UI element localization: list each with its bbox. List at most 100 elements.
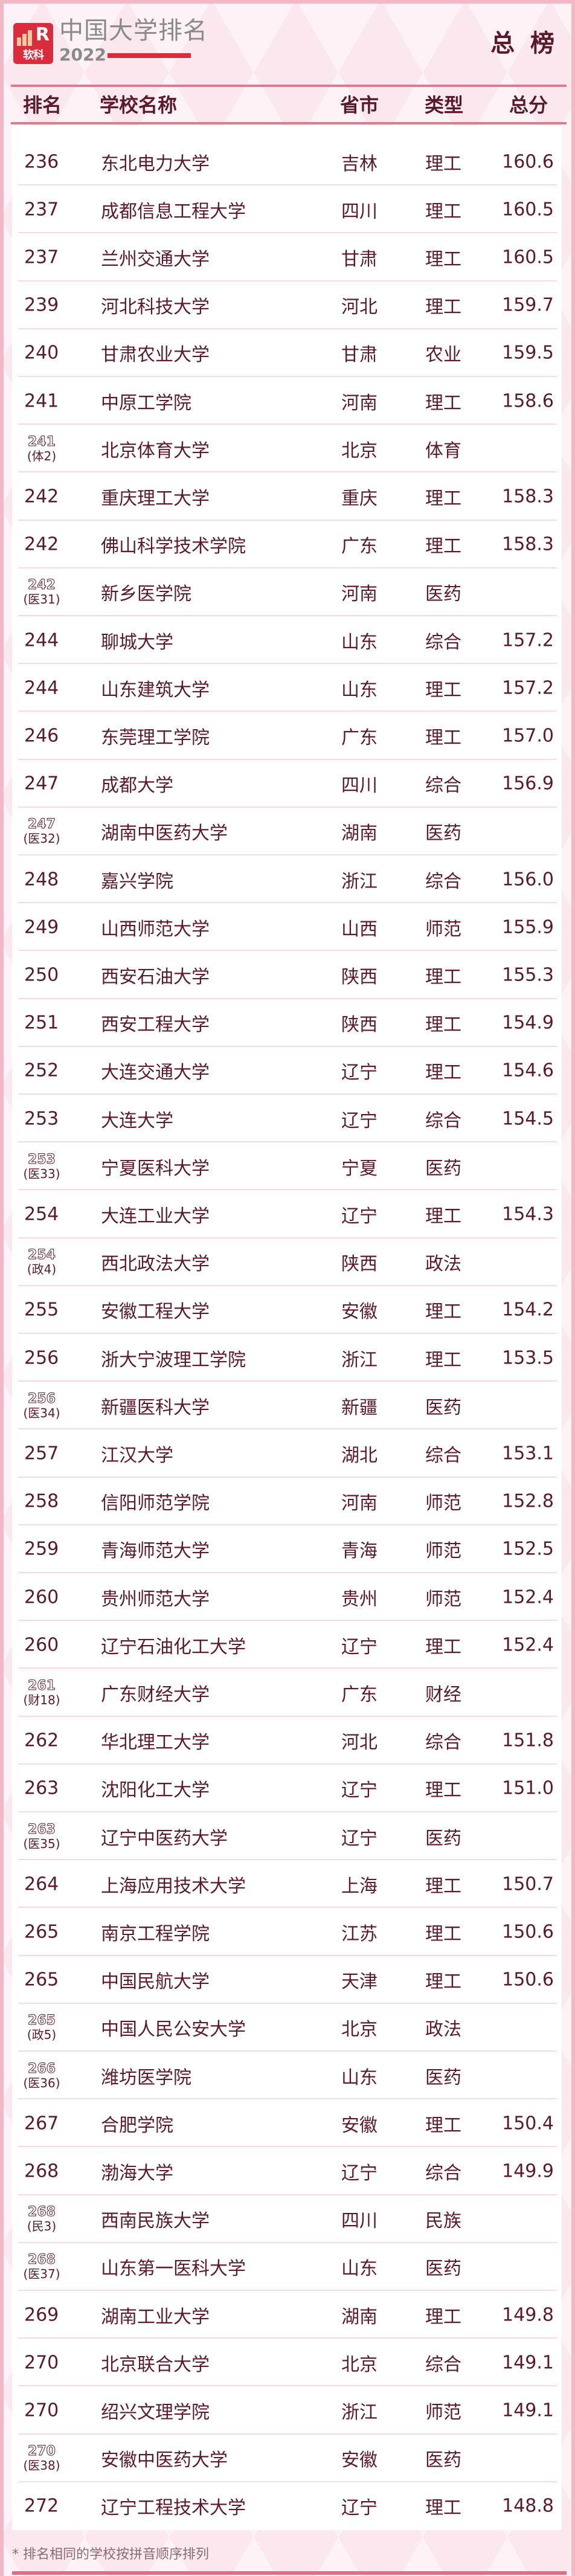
score-cell: 158.6 <box>502 390 554 412</box>
score-cell: 155.3 <box>502 964 554 986</box>
score-cell: 154.6 <box>502 1060 554 1081</box>
type-cell: 医药 <box>425 2450 461 2471</box>
province-cell: 辽宁 <box>341 2162 377 2184</box>
row-divider <box>18 2146 557 2148</box>
type-cell: 理工 <box>425 679 461 701</box>
row-divider <box>18 1045 557 1047</box>
type-cell: 理工 <box>425 966 461 988</box>
table-row: 241 (体2) 北京体育大学 北京 体育 <box>12 425 562 473</box>
score-cell: 159.7 <box>502 294 554 316</box>
province-cell: 北京 <box>341 2354 377 2375</box>
score-cell: 149.1 <box>502 2352 554 2374</box>
rank-cell: 247 <box>24 773 59 794</box>
school-name: 东北电力大学 <box>101 153 210 175</box>
province-cell: 湖北 <box>341 1444 377 1466</box>
type-cell: 理工 <box>425 1636 461 1658</box>
table-row: 244 山东建筑大学 山东 理工 157.2 <box>12 664 562 712</box>
rank-cell: 270 <box>24 2400 59 2421</box>
rank-cell: 258 <box>24 1490 59 1512</box>
rank-cell: 240 <box>24 342 59 364</box>
page-title: 中国大学排名 <box>59 17 208 45</box>
school-name: 辽宁工程技术大学 <box>101 2497 246 2519</box>
province-cell: 天津 <box>341 1971 377 1993</box>
type-cell: 师范 <box>425 1541 461 1562</box>
rank-number: 270 <box>28 2444 56 2459</box>
table-row: 260 辽宁石油化工大学 辽宁 理工 152.4 <box>12 1621 562 1669</box>
score-cell: 159.5 <box>502 342 554 364</box>
score-cell: 155.9 <box>502 916 554 938</box>
school-name: 安徽中医药大学 <box>101 2450 228 2471</box>
category-rank: (医32) <box>23 831 60 846</box>
type-cell: 政法 <box>425 2019 461 2041</box>
table-row: 270 北京联合大学 北京 综合 149.1 <box>12 2339 562 2387</box>
table-row: 251 西安工程大学 陕西 理工 154.9 <box>12 999 562 1047</box>
school-name: 宁夏医科大学 <box>101 1158 210 1179</box>
row-divider <box>18 375 557 377</box>
school-name: 中国人民公安大学 <box>101 2019 246 2041</box>
school-name: 青海师范大学 <box>101 1541 210 1562</box>
school-name: 绍兴文理学院 <box>101 2401 210 2423</box>
row-divider <box>18 710 557 712</box>
province-cell: 河南 <box>341 392 377 414</box>
province-cell: 安徽 <box>341 2450 377 2471</box>
score-cell: 152.8 <box>502 1490 554 1512</box>
school-name: 大连大学 <box>101 1110 173 1132</box>
type-cell: 医药 <box>425 1827 461 1849</box>
school-name: 新乡医学院 <box>101 584 191 605</box>
score-cell: 152.4 <box>502 1586 554 1608</box>
rank-number: 242 <box>28 578 56 593</box>
score-cell: 157.0 <box>502 725 554 747</box>
category-rank: (政5) <box>27 2027 57 2043</box>
school-name: 北京联合大学 <box>101 2354 210 2375</box>
table-row: 241 中原工学院 河南 理工 158.6 <box>12 377 562 425</box>
score-cell: 156.0 <box>502 869 554 890</box>
rank-cell: 266 (医36) <box>21 2062 63 2089</box>
category-rank: (医35) <box>23 1836 60 1851</box>
type-cell: 医药 <box>425 584 461 605</box>
rank-cell: 254 <box>24 1203 59 1225</box>
header-rule-bottom <box>11 122 567 124</box>
table-row: 267 合肥学院 安徽 理工 150.4 <box>12 2099 562 2148</box>
score-cell: 158.3 <box>502 533 554 555</box>
rank-number: 263 <box>28 1821 56 1837</box>
rank-cell: 242 <box>24 533 59 555</box>
rank-cell: 244 <box>24 630 59 651</box>
type-cell: 综合 <box>425 631 461 653</box>
table-row: 236 东北电力大学 吉林 理工 160.6 <box>12 138 562 186</box>
score-cell: 158.3 <box>502 486 554 507</box>
rank-cell: 237 <box>24 246 59 268</box>
rank-cell: 252 <box>24 1060 59 1081</box>
rank-cell: 251 <box>24 1012 59 1034</box>
row-divider <box>18 1332 557 1334</box>
school-name: 嘉兴学院 <box>101 871 173 892</box>
province-cell: 河南 <box>341 1493 377 1515</box>
table-row: 252 大连交通大学 辽宁 理工 154.6 <box>12 1047 562 1095</box>
rank-cell: 268 <box>24 2160 59 2182</box>
type-cell: 理工 <box>425 201 461 222</box>
table-row: 247 成都大学 四川 综合 156.9 <box>12 760 562 808</box>
column-header-name: 学校名称 <box>100 94 178 117</box>
column-header-type: 类型 <box>425 94 464 117</box>
category-rank: (财18) <box>23 1692 60 1707</box>
score-cell: 153.5 <box>502 1347 554 1369</box>
rank-cell: 265 (政5) <box>21 2014 63 2041</box>
row-divider <box>18 1667 557 1669</box>
type-cell: 医药 <box>425 1397 461 1418</box>
rank-cell: 265 <box>24 1921 59 1943</box>
score-cell: 152.4 <box>502 1634 554 1656</box>
score-cell: 150.6 <box>502 1969 554 1991</box>
type-cell: 理工 <box>425 248 461 270</box>
province-cell: 四川 <box>341 775 377 797</box>
rank-cell: 236 <box>24 151 59 173</box>
province-cell: 辽宁 <box>341 1636 377 1658</box>
province-cell: 甘肃 <box>341 248 377 270</box>
rank-cell: 270 <box>24 2352 59 2374</box>
province-cell: 湖南 <box>341 2306 377 2328</box>
province-cell: 河南 <box>341 584 377 605</box>
row-divider <box>18 2050 557 2052</box>
table-row: 239 河北科技大学 河北 理工 159.7 <box>12 282 562 329</box>
rank-number: 268 <box>28 2252 56 2268</box>
school-name: 甘肃农业大学 <box>101 344 210 366</box>
score-cell: 157.2 <box>502 630 554 651</box>
score-cell: 150.4 <box>502 2113 554 2134</box>
